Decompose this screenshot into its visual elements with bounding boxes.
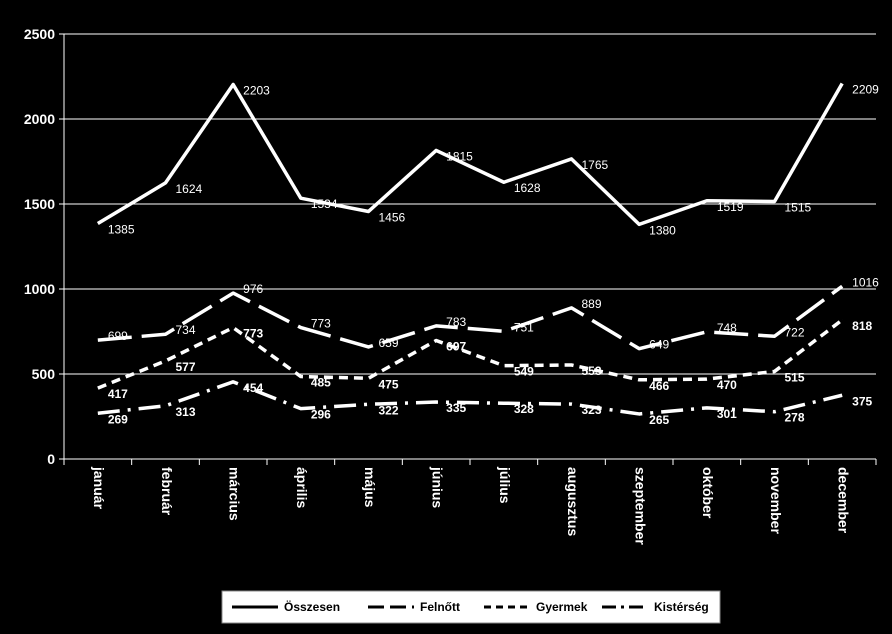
data-label: 773	[243, 327, 263, 341]
data-label: 1519	[717, 200, 744, 214]
data-label: 1385	[108, 223, 135, 237]
x-tick-label: augusztus	[565, 467, 581, 536]
data-label: 278	[785, 411, 805, 425]
data-label: 1628	[514, 181, 541, 195]
data-label: 748	[717, 321, 737, 335]
series-line-gyermek	[97, 318, 844, 390]
data-label: 2209	[852, 82, 879, 96]
data-label: 549	[514, 365, 534, 379]
data-label: 976	[243, 282, 263, 296]
data-label: 1016	[852, 275, 879, 289]
y-tick-label: 1000	[24, 281, 55, 297]
data-label: 751	[514, 320, 534, 334]
x-tick-label: április	[294, 467, 310, 508]
data-label: 269	[108, 412, 128, 426]
data-label: 553	[582, 364, 602, 378]
data-label: 515	[785, 370, 805, 384]
y-tick-label: 2000	[24, 111, 55, 127]
data-label: 2203	[243, 83, 270, 97]
x-tick-label: július	[497, 466, 513, 504]
series-line-felnott	[97, 284, 844, 351]
data-label: 454	[243, 381, 263, 395]
data-label: 301	[717, 407, 737, 421]
data-label: 1515	[785, 200, 812, 214]
data-label: 1765	[582, 158, 609, 172]
series-line-osszesen	[96, 82, 844, 227]
x-tick-label: február	[159, 467, 175, 516]
legend: Összesen Felnőtt Gyermek Kistérség	[221, 590, 721, 624]
x-tick-label: október	[700, 467, 716, 519]
y-tick-label: 2500	[24, 26, 55, 42]
series-line-kisterseg	[97, 380, 843, 416]
data-label: 1380	[649, 223, 676, 237]
data-label: 485	[311, 376, 331, 390]
x-tick-label: szeptember	[632, 467, 648, 545]
y-axis-ticks: 0 500 1000 1500 2000 2500	[24, 26, 64, 467]
series-lines	[96, 82, 844, 416]
data-label: 1815	[446, 149, 473, 163]
data-label: 699	[108, 329, 128, 343]
data-label: 328	[514, 402, 534, 416]
y-tick-label: 500	[32, 366, 56, 382]
data-label: 466	[649, 379, 669, 393]
gridlines	[64, 33, 876, 375]
data-label: 313	[176, 405, 196, 419]
data-label: 577	[176, 360, 196, 374]
data-label: 475	[379, 377, 399, 391]
data-label: 470	[717, 378, 737, 392]
legend-label: Felnőtt	[420, 600, 460, 614]
data-label: 322	[379, 403, 399, 417]
y-tick-label: 1500	[24, 196, 55, 212]
data-label: 265	[649, 413, 669, 427]
y-tick-label: 0	[47, 451, 55, 467]
x-tick-label: május	[362, 467, 378, 508]
data-label: 375	[852, 394, 872, 408]
legend-label: Kistérség	[654, 600, 709, 614]
data-label: 1534	[311, 197, 338, 211]
x-tick-label: június	[429, 466, 445, 508]
x-tick-label: december	[835, 467, 851, 534]
x-tick-label: március	[226, 467, 242, 521]
data-label: 889	[582, 297, 602, 311]
data-label: 323	[582, 403, 602, 417]
x-tick-label: november	[768, 467, 784, 534]
data-label: 734	[176, 323, 196, 337]
data-label: 1456	[379, 210, 406, 224]
data-label: 417	[108, 387, 128, 401]
data-labels: 1385 1624 2203 1534 1456 1815 1628 1765 1380 1519…	[108, 82, 879, 426]
data-label: 722	[785, 325, 805, 339]
data-label: 1624	[176, 182, 203, 196]
legend-label: Összesen	[284, 599, 340, 614]
data-label: 773	[311, 317, 331, 331]
data-label: 296	[311, 408, 331, 422]
data-label: 783	[446, 315, 466, 329]
x-axis-ticks: január február március április május június jú…	[63, 459, 877, 545]
data-label: 659	[379, 336, 399, 350]
legend-label: Gyermek	[536, 600, 588, 614]
data-label: 818	[852, 319, 872, 333]
data-label: 649	[649, 338, 669, 352]
data-label: 335	[446, 401, 466, 415]
data-label: 697	[446, 340, 466, 354]
x-tick-label: január	[91, 466, 107, 510]
